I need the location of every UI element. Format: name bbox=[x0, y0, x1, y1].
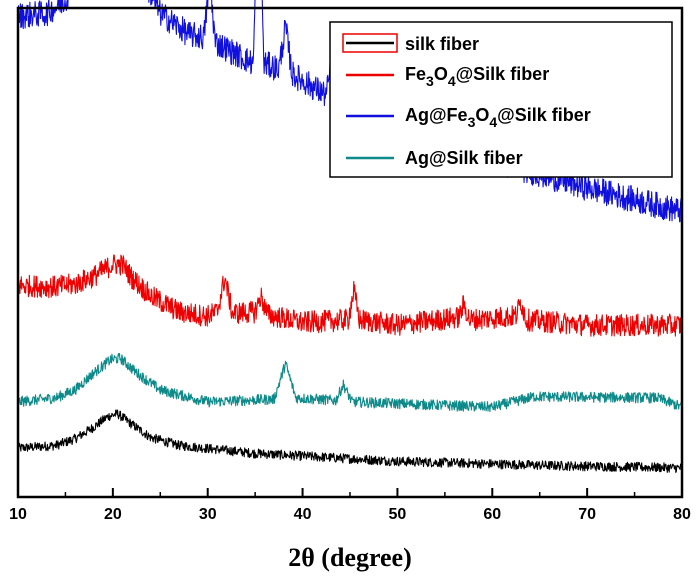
legend-label-silk-fiber: silk fiber bbox=[405, 34, 479, 54]
series-line-fe3o4-silk-fiber bbox=[17, 254, 683, 337]
legend-box bbox=[329, 21, 673, 178]
legend-label-ag-fe3o4-silk-fiber: Ag@Fe3O4@Silk fiber bbox=[405, 105, 591, 130]
x-tick-label-60: 60 bbox=[483, 506, 501, 523]
x-tick-label-10: 10 bbox=[9, 506, 27, 523]
series-line-ag-silk-fiber bbox=[17, 353, 683, 413]
legend-label-fe3o4-silk-fiber: Fe3O4@Silk fiber bbox=[405, 64, 549, 89]
x-axis: 10 20 30 40 50 60 70 80 bbox=[9, 488, 691, 523]
x-tick-label-80: 80 bbox=[673, 506, 691, 523]
x-tick-label-50: 50 bbox=[389, 506, 407, 523]
x-tick-label-70: 70 bbox=[578, 506, 596, 523]
x-axis-title: 2θ (degree) bbox=[288, 543, 412, 572]
x-tick-label-30: 30 bbox=[199, 506, 217, 523]
series-line-silk-fiber bbox=[17, 409, 683, 473]
x-tick-label-20: 20 bbox=[104, 506, 122, 523]
legend: silk fiber Fe3O4@Silk fiber Ag@Fe3O4@Sil… bbox=[329, 21, 673, 178]
legend-highlight-frame bbox=[342, 33, 398, 53]
x-tick-label-40: 40 bbox=[294, 506, 312, 523]
legend-label-ag-silk-fiber: Ag@Silk fiber bbox=[405, 148, 523, 168]
